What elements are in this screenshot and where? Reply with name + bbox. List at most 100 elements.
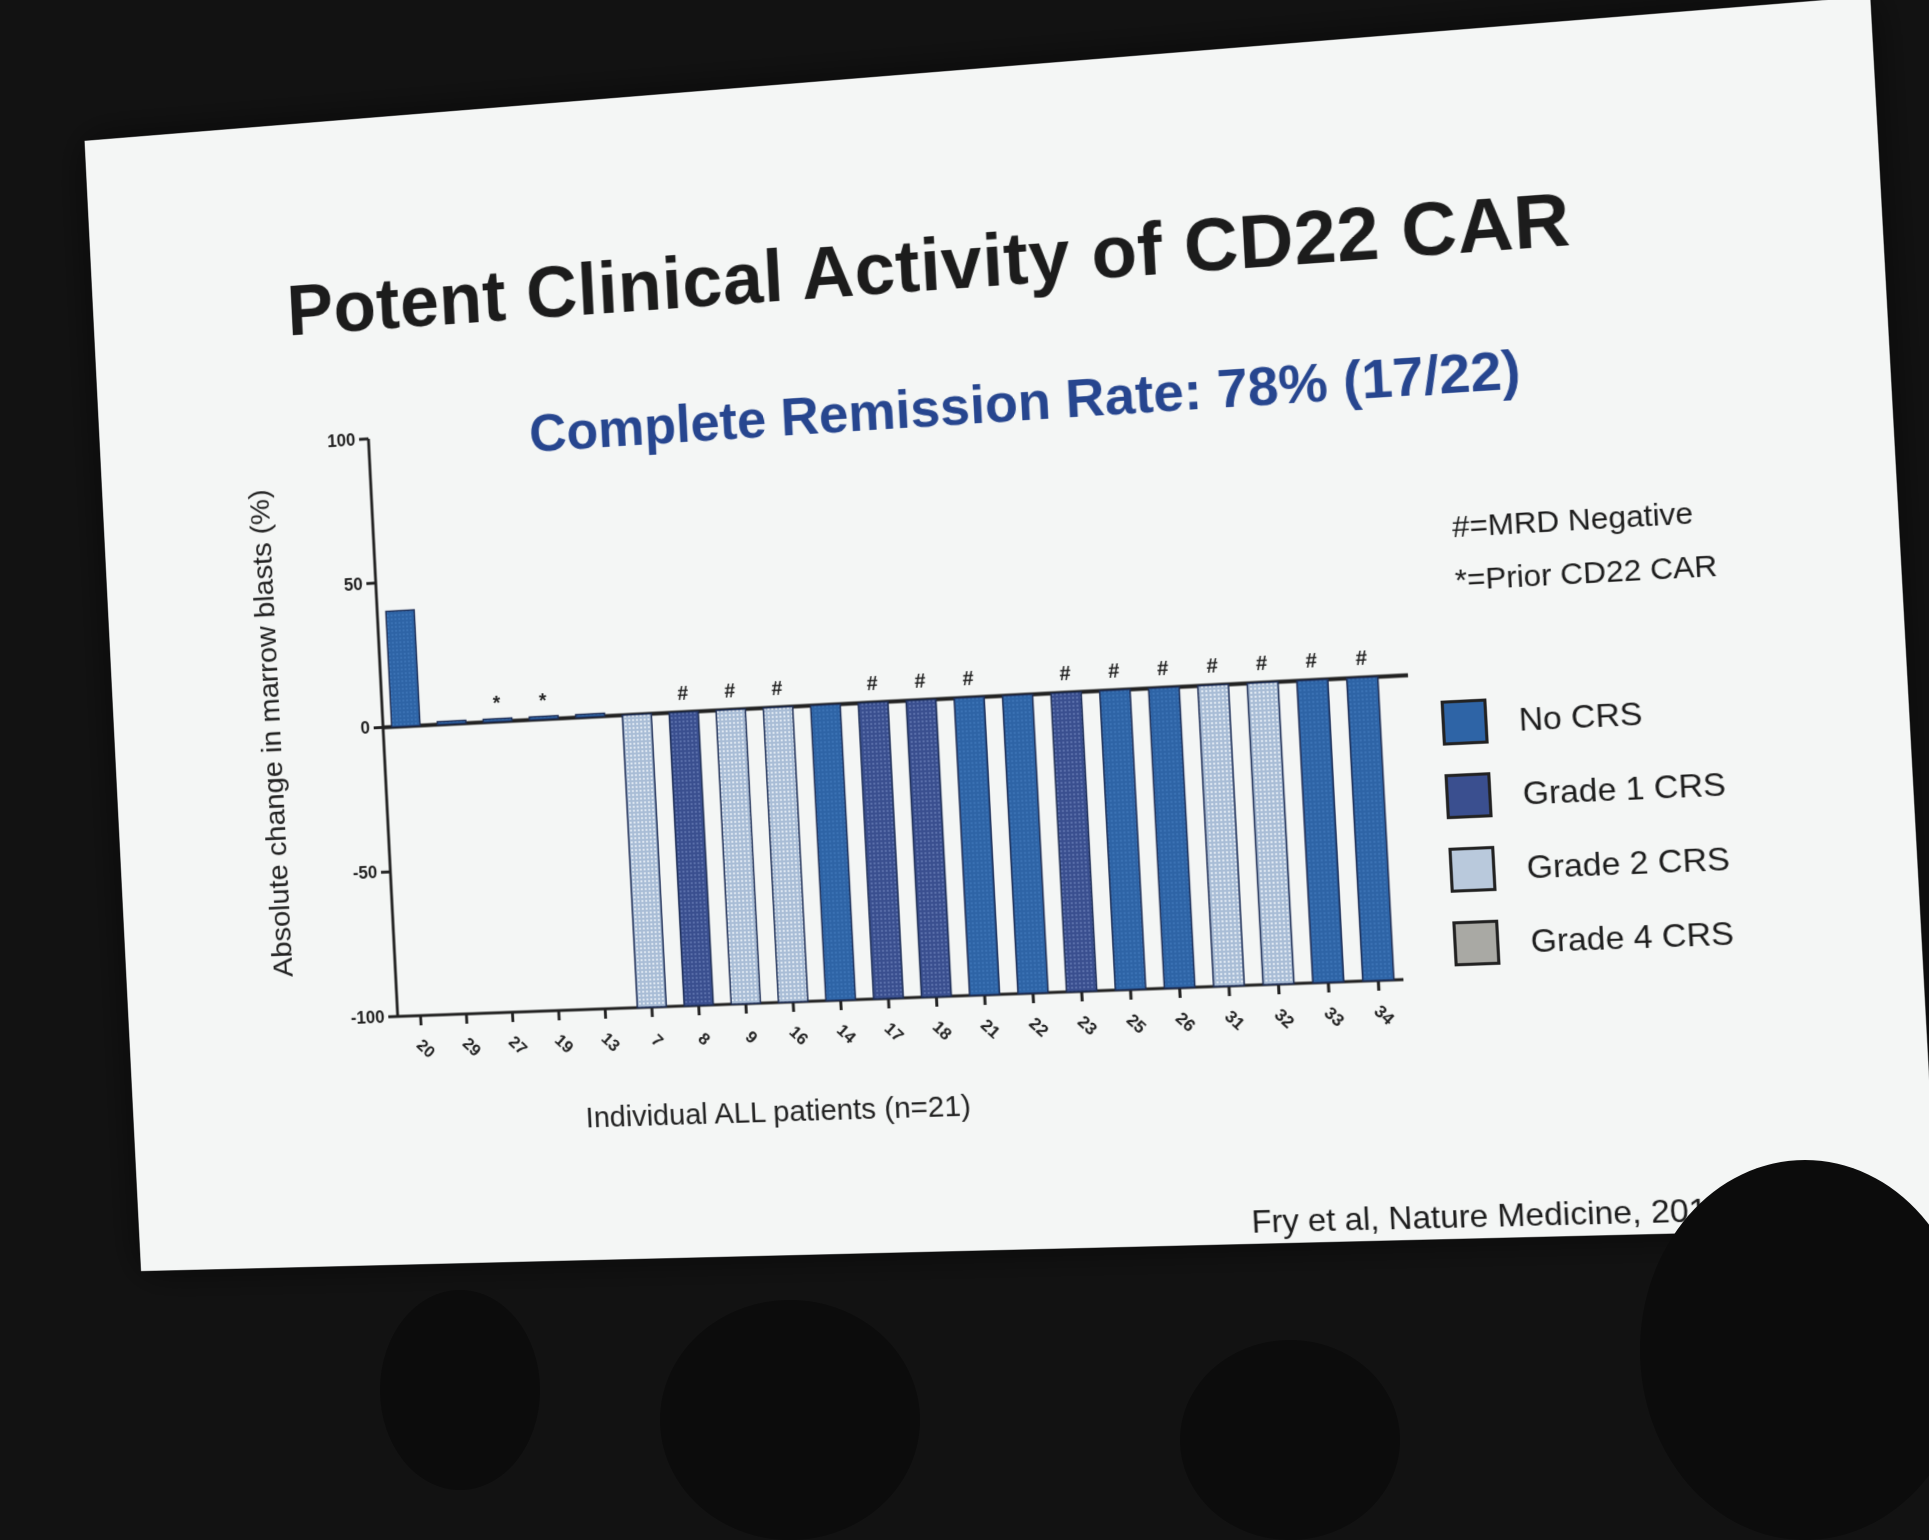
x-tick-label: 33 <box>1320 1003 1348 1031</box>
y-tick-label: 0 <box>360 718 371 738</box>
y-tick-label: -50 <box>352 862 378 883</box>
bar-marker: # <box>1305 650 1318 673</box>
chart-bars <box>386 556 1394 1016</box>
bar-marker: # <box>1255 653 1268 676</box>
bar-marker: # <box>1206 655 1219 678</box>
y-tick-label: 50 <box>343 574 363 595</box>
x-tick-mark <box>1082 991 1083 1001</box>
bar-marker: # <box>962 668 974 691</box>
x-tick-label: 7 <box>648 1030 667 1050</box>
x-tick-mark <box>1229 986 1230 996</box>
x-tick-mark <box>985 995 986 1005</box>
x-tick-mark <box>1378 980 1379 990</box>
bar <box>622 714 666 1008</box>
x-tick-label: 19 <box>551 1030 577 1057</box>
x-tick-mark <box>605 1009 606 1019</box>
bar <box>811 704 856 1001</box>
x-tick-mark <box>936 997 937 1007</box>
bar <box>1247 682 1294 985</box>
x-tick-label: 22 <box>1025 1014 1052 1041</box>
legend-label: No CRS <box>1518 694 1643 738</box>
x-tick-mark <box>1131 990 1132 1000</box>
legend-swatch <box>1441 698 1489 745</box>
x-tick-mark <box>1328 982 1329 992</box>
x-tick-mark <box>746 1004 747 1014</box>
x-axis-title: Individual ALL patients (n=21) <box>585 1089 972 1135</box>
legend-label: Grade 1 CRS <box>1522 765 1727 812</box>
bar-marker: # <box>866 673 878 696</box>
bar <box>763 707 808 1003</box>
bar <box>483 718 512 722</box>
legend-item-grade2: Grade 2 CRS <box>1448 821 1732 907</box>
x-tick-mark <box>793 1002 794 1012</box>
bar <box>906 699 951 997</box>
bar <box>1100 689 1146 990</box>
x-tick-mark <box>888 998 889 1008</box>
y-axis-title: Absolute change in marrow blasts (%) <box>243 488 299 977</box>
x-tick-label: 34 <box>1370 1001 1399 1029</box>
legend-swatch <box>1452 920 1500 967</box>
x-tick-label: 27 <box>505 1032 531 1059</box>
x-tick-label: 21 <box>977 1015 1004 1042</box>
audience-head <box>1180 1340 1400 1540</box>
bar-marker: # <box>1108 660 1121 683</box>
bar <box>437 720 466 724</box>
bar-marker: # <box>677 683 689 706</box>
x-tick-mark <box>1033 993 1034 1003</box>
legend-item-no-crs: No CRS <box>1440 672 1724 760</box>
bar-marker: * <box>539 690 548 712</box>
chart-legend: No CRS Grade 1 CRS Grade 2 CRS Grade 4 C… <box>1440 672 1736 980</box>
bar <box>1198 684 1244 986</box>
bar <box>1051 692 1097 992</box>
legend-swatch <box>1444 772 1492 819</box>
bar <box>1002 694 1048 993</box>
x-tick-mark <box>1279 984 1280 994</box>
x-tick-label: 32 <box>1271 1005 1299 1033</box>
y-tick-mark <box>366 583 375 584</box>
x-tick-mark <box>699 1005 700 1015</box>
x-tick-mark <box>652 1007 653 1017</box>
legend-label: Grade 2 CRS <box>1526 839 1731 886</box>
x-tick-label: 20 <box>413 1035 439 1061</box>
x-tick-label: 13 <box>598 1029 624 1056</box>
x-tick-label: 9 <box>742 1027 762 1047</box>
bar <box>386 610 420 727</box>
bar-marker: # <box>771 678 783 701</box>
x-tick-label: 14 <box>833 1020 860 1047</box>
x-tick-label: 29 <box>459 1034 485 1060</box>
x-tick-label: 16 <box>786 1022 812 1049</box>
bar-marker: # <box>724 680 736 703</box>
bar-marker: * <box>492 693 501 715</box>
x-tick-label: 25 <box>1123 1010 1150 1037</box>
legend-swatch <box>1448 846 1496 893</box>
y-tick-mark <box>359 439 368 440</box>
bar-marker: # <box>914 670 926 693</box>
x-tick-label: 23 <box>1074 1012 1101 1039</box>
audience-head <box>380 1290 540 1490</box>
y-tick-label: 100 <box>327 430 356 452</box>
x-tick-label: 18 <box>929 1017 956 1044</box>
legend-label: Grade 4 CRS <box>1530 914 1735 960</box>
bar-marker: # <box>1059 663 1071 686</box>
audience-head <box>660 1300 920 1540</box>
x-tick-mark <box>841 1000 842 1010</box>
bar <box>954 697 999 996</box>
bar-chart: 100500-50-100202927*19*1378#9#16#1417#18… <box>85 0 1929 1271</box>
bar-marker: # <box>1355 647 1368 671</box>
x-tick-label: 8 <box>695 1029 714 1049</box>
legend-item-grade4: Grade 4 CRS <box>1452 896 1736 981</box>
annotation-key: #=MRD Negative *=Prior CD22 CAR <box>1451 486 1719 608</box>
y-tick-label: -100 <box>350 1007 385 1028</box>
bar <box>576 713 605 717</box>
bar <box>858 702 903 999</box>
x-tick-mark <box>559 1011 560 1021</box>
legend-item-grade1: Grade 1 CRS <box>1444 747 1728 834</box>
x-tick-mark <box>1180 988 1181 998</box>
x-tick-label: 26 <box>1172 1008 1199 1035</box>
bar <box>1149 687 1195 988</box>
bar <box>669 711 713 1006</box>
bar <box>1347 677 1394 981</box>
bar <box>1297 679 1344 983</box>
bar-marker: # <box>1157 658 1170 681</box>
x-tick-label: 31 <box>1221 1007 1249 1034</box>
